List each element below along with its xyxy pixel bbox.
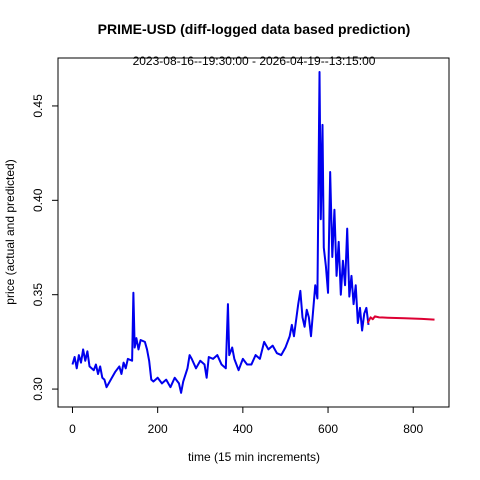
chart-subtitle: 2023-08-16--19:30:00 - 2026-04-19--13:15… bbox=[133, 54, 376, 68]
x-tick-label: 0 bbox=[69, 422, 76, 436]
x-tick-label: 800 bbox=[403, 422, 423, 436]
x-tick-label: 600 bbox=[318, 422, 338, 436]
y-tick-label: 0.40 bbox=[31, 188, 45, 212]
y-tick-label: 0.30 bbox=[31, 377, 45, 401]
y-tick-label: 0.35 bbox=[31, 283, 45, 307]
series-line bbox=[71, 70, 370, 394]
y-tick-label: 0.45 bbox=[31, 94, 45, 118]
plot-frame bbox=[57, 57, 450, 408]
y-axis-label: price (actual and predicted) bbox=[3, 159, 17, 304]
x-tick-label: 400 bbox=[233, 422, 253, 436]
x-axis-label: time (15 min increments) bbox=[188, 450, 320, 464]
x-tick-label: 200 bbox=[148, 422, 168, 436]
series-line bbox=[366, 315, 435, 324]
chart-title: PRIME-USD (diff-logged data based predic… bbox=[98, 21, 411, 37]
